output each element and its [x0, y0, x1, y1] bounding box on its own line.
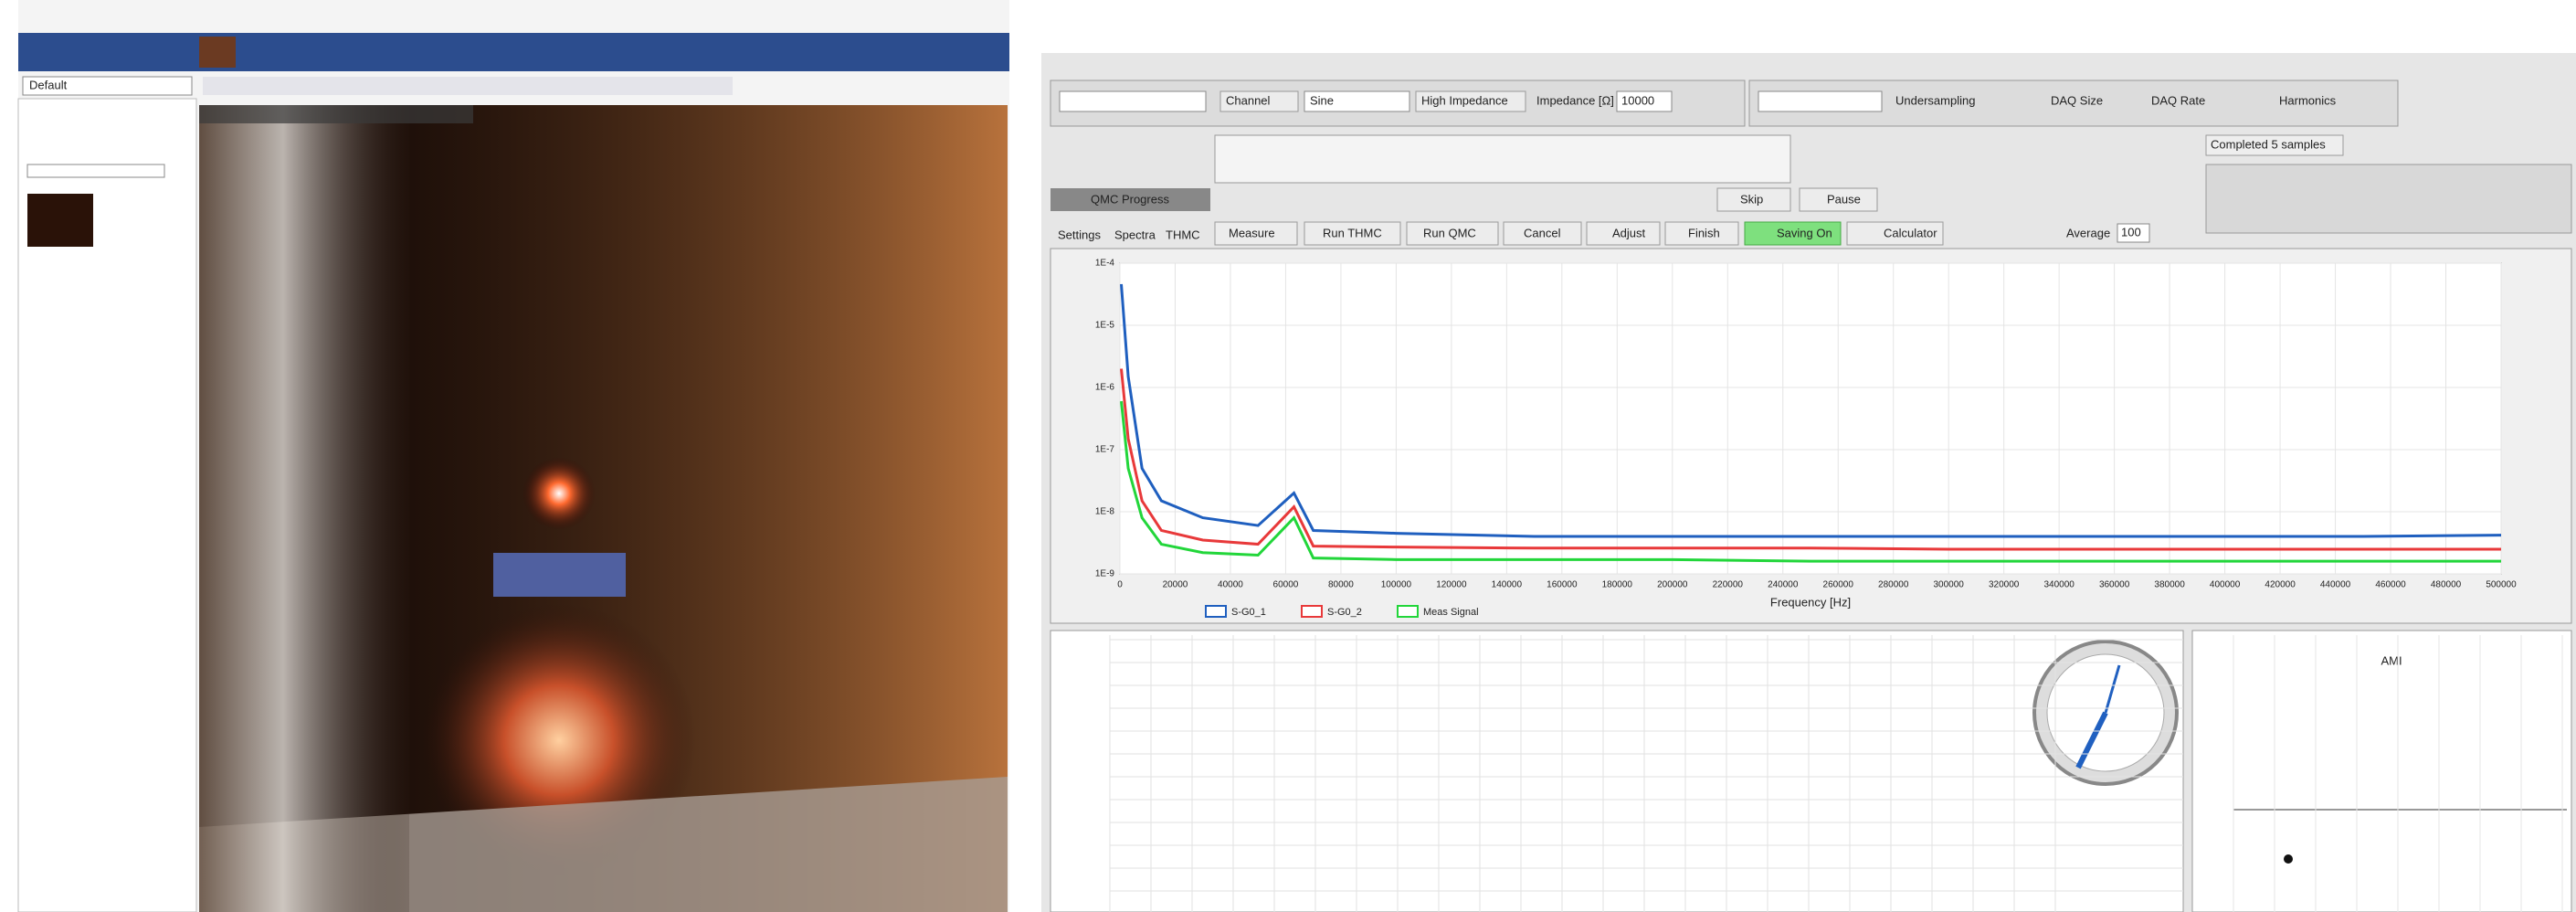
cancel-label: Cancel [1524, 226, 1561, 239]
impedance-label: Impedance [Ω] [1536, 93, 1614, 107]
x-tick-label: 380000 [2154, 580, 2185, 590]
x-tick-label: 200000 [1657, 580, 1688, 590]
x-tick-label: 320000 [1989, 580, 2020, 590]
image-flame [523, 457, 596, 530]
image-fog [199, 105, 409, 912]
x-tick-label: 280000 [1878, 580, 1909, 590]
average-label: Average [2066, 226, 2110, 239]
x-tick-label: 480000 [2431, 580, 2462, 590]
y-tick-label: 1E-5 [1095, 321, 1115, 331]
harmonics-label: Harmonics [2279, 93, 2337, 107]
y-tick-label: 1E-4 [1095, 259, 1115, 269]
y-tick-label: 1E-9 [1095, 569, 1115, 579]
x-tick-label: 500000 [2486, 580, 2517, 590]
x-tick-label: 340000 [2043, 580, 2075, 590]
finish-label: Finish [1688, 226, 1720, 239]
skip-label: Skip [1740, 192, 1763, 206]
x-tick-label: 20000 [1163, 580, 1188, 590]
calculator-label: Calculator [1884, 226, 1937, 239]
measure-label: Measure [1229, 226, 1275, 239]
log-box [1215, 135, 1790, 183]
x-tick-label: 460000 [2375, 580, 2406, 590]
daq-rate-label: DAQ Rate [2151, 93, 2205, 107]
thumbnail[interactable] [27, 194, 93, 247]
x-tick-label: 220000 [1713, 580, 1744, 590]
undersampling-label: Undersampling [1895, 93, 1975, 107]
daq-size-label: DAQ Size [2051, 93, 2103, 107]
x-tick-label: 360000 [2099, 580, 2130, 590]
channel-label: Channel [1226, 93, 1271, 107]
pause-label: Pause [1827, 192, 1861, 206]
x-tick-label: 180000 [1602, 580, 1633, 590]
progress-label: QMC Progress [1091, 192, 1169, 206]
x-tick-label: 300000 [1934, 580, 1965, 590]
legend-label: S-G0_1 [1231, 607, 1266, 618]
adjust-label: Adjust [1612, 226, 1646, 239]
tool-strip[interactable] [203, 77, 733, 95]
x-axis-label: Frequency [Hz] [1770, 595, 1851, 609]
x-tick-label: 60000 [1273, 580, 1299, 590]
y-tick-label: 1E-8 [1095, 507, 1115, 517]
side-plot [2192, 631, 2571, 912]
x-tick-label: 420000 [2265, 580, 2296, 590]
x-tick-label: 400000 [2210, 580, 2241, 590]
x-tick-label: 440000 [2320, 580, 2351, 590]
input-label: High Impedance [1421, 93, 1508, 107]
waveform-label: Sine [1310, 93, 1334, 107]
run-thmc-label: Run THMC [1323, 226, 1382, 239]
tab[interactable]: Settings [1058, 228, 1101, 241]
x-tick-label: 120000 [1436, 580, 1467, 590]
app-icon[interactable] [199, 37, 236, 68]
image-header [199, 105, 473, 123]
left-toolbar [18, 33, 1009, 71]
device-field[interactable] [1060, 91, 1206, 111]
y-tick-label: 1E-6 [1095, 383, 1115, 393]
tab[interactable]: Spectra [1114, 228, 1156, 241]
x-tick-label: 140000 [1492, 580, 1523, 590]
right-titlebar [1041, 27, 2576, 53]
status-panel [2206, 164, 2571, 233]
preset-label: Default [29, 78, 68, 91]
legend-swatch [1302, 606, 1322, 617]
x-tick-label: 0 [1117, 580, 1123, 590]
x-tick-label: 160000 [1547, 580, 1578, 590]
history-plot [1050, 631, 2183, 912]
legend-swatch [1398, 606, 1418, 617]
side-plot-point [2284, 854, 2293, 864]
search-field[interactable] [27, 164, 164, 177]
run-qmc-label: Run QMC [1423, 226, 1476, 239]
status-label: Completed 5 samples [2211, 137, 2326, 151]
image-object [493, 553, 626, 597]
x-tick-label: 260000 [1823, 580, 1854, 590]
x-tick-label: 40000 [1218, 580, 1243, 590]
saving-label: Saving On [1777, 226, 1832, 239]
legend-label: S-G0_2 [1327, 607, 1362, 618]
x-tick-label: 100000 [1381, 580, 1412, 590]
tab[interactable]: THMC [1166, 228, 1200, 241]
x-tick-label: 240000 [1768, 580, 1799, 590]
x-tick-label: 80000 [1328, 580, 1354, 590]
impedance-value: 10000 [1621, 93, 1654, 107]
module-field[interactable] [1758, 91, 1882, 111]
average-value: 100 [2121, 225, 2141, 239]
plot-area [1120, 263, 2501, 574]
side-plot-title: AMI [2381, 653, 2402, 667]
screen: Default Channel Sine High Impedance Impe… [0, 0, 2576, 912]
y-tick-label: 1E-7 [1095, 445, 1115, 455]
legend-label: Meas Signal [1423, 607, 1479, 618]
legend-swatch [1206, 606, 1226, 617]
